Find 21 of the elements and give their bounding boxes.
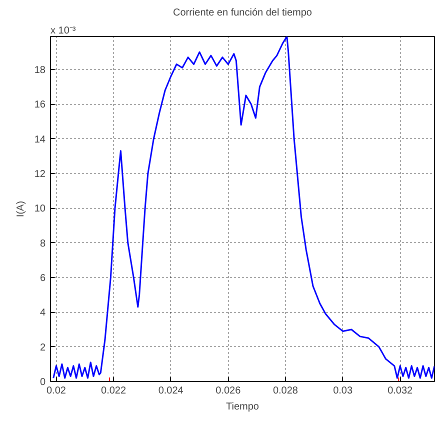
y-tick-label: 6 [40,272,46,284]
y-tick-label: 12 [34,168,46,180]
y-tick-label: 16 [34,100,46,111]
y-tick-label: 14 [34,134,46,146]
y-tick-label: 0 [40,377,46,388]
y-tick-label: 10 [34,204,46,215]
y-axis-title: I(A) [15,200,26,218]
chart-title: Corriente en función del tiempo [173,8,312,18]
x-tick-label: 0.03 [333,386,353,396]
y-tick-label: 8 [40,238,46,250]
y-tick-label: 18 [34,64,46,76]
x-tick-label: 0.026 [216,386,242,396]
text: x 10⁻³ [50,26,76,36]
x-tick-label: 0.022 [101,386,126,396]
x-tick-label: 0.028 [272,386,298,396]
x-tick-label: 0.024 [158,386,184,396]
y-tick-label: 2 [40,342,46,354]
x-tick-label: 0.02 [46,386,66,396]
y-tick-label: 4 [40,308,46,319]
x-axis-title: Tiempo [226,402,260,412]
x-tick-label: 0.032 [388,386,414,396]
